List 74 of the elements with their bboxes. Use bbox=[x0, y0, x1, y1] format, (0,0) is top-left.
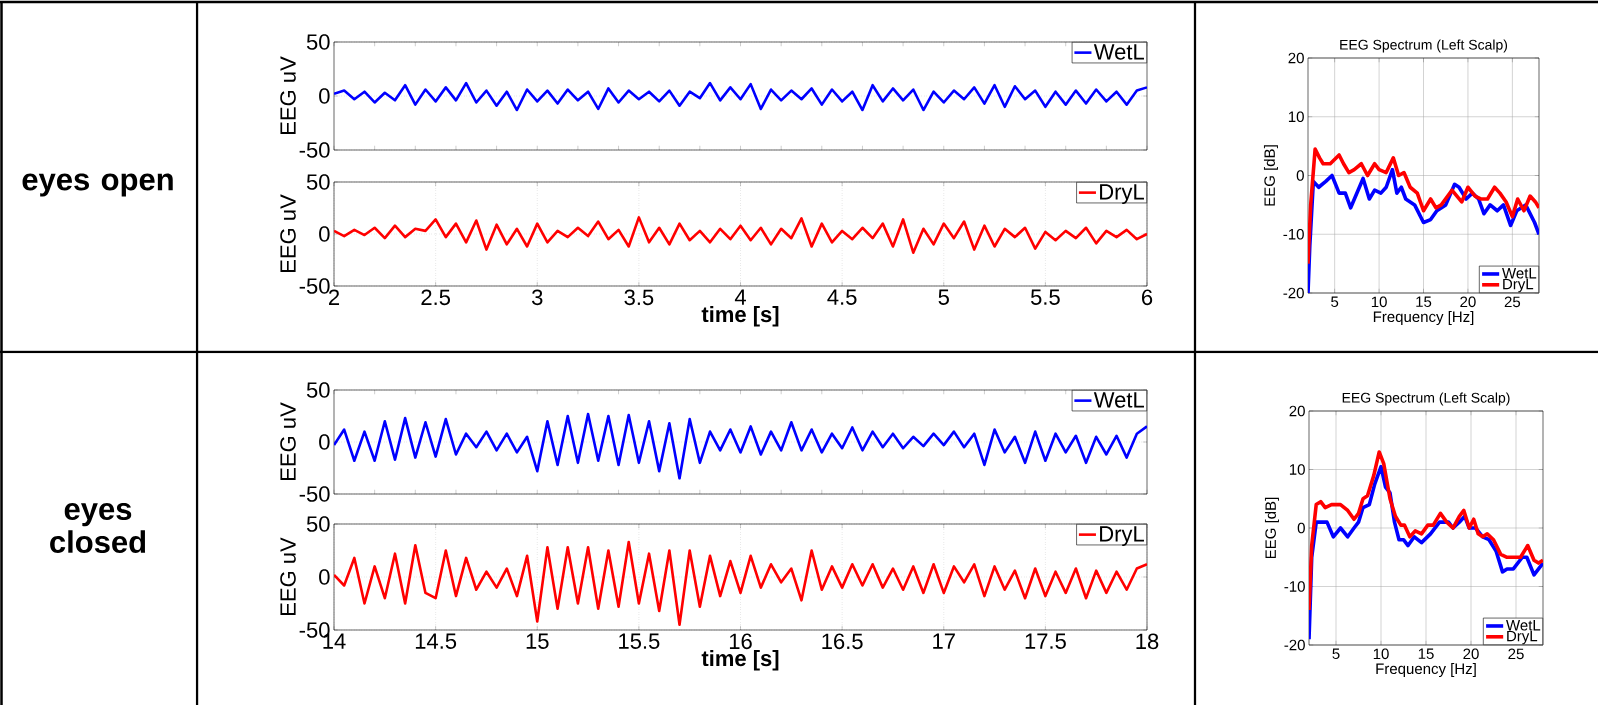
x-tick-label: 15 bbox=[526, 633, 549, 649]
x-tick-label: 5 bbox=[1332, 648, 1340, 659]
x-tick-label: 10 bbox=[1371, 296, 1387, 308]
x-tick-label: 16 bbox=[729, 633, 752, 650]
x-tick-label: 6 bbox=[1142, 289, 1153, 306]
x-tick-label: 4 bbox=[734, 289, 746, 305]
legend-label: DryL bbox=[1100, 526, 1144, 547]
x-tick-label: 16.5 bbox=[822, 633, 863, 650]
x-tick-label: 20 bbox=[1460, 296, 1476, 308]
y-tick-label: 20 bbox=[1289, 405, 1305, 417]
y-tick-label: 0 bbox=[1297, 522, 1305, 534]
text: eyes open bbox=[22, 173, 173, 197]
y-tick-label: 0 bbox=[319, 88, 330, 104]
legend-label: WetL bbox=[1502, 268, 1537, 279]
line-series bbox=[334, 216, 1148, 255]
y-tick-label: -20 bbox=[1283, 287, 1304, 299]
x-tick-label: 25 bbox=[1504, 296, 1521, 308]
y-axis-title: EEG uV bbox=[280, 402, 296, 480]
x-tick-label: 2 bbox=[329, 289, 340, 305]
legend-label: DryL bbox=[1507, 630, 1538, 645]
y-tick-label: -20 bbox=[1284, 639, 1305, 651]
x-axis-title: Frequency [Hz] bbox=[1373, 311, 1474, 325]
y-tick-label: -10 bbox=[1284, 581, 1305, 592]
x-tick-label: 10 bbox=[1373, 648, 1389, 660]
y-tick-label: 0 bbox=[319, 569, 330, 585]
legend-label: WetL bbox=[1093, 392, 1144, 408]
y-tick-label: -50 bbox=[299, 486, 330, 502]
x-tick-label: 20 bbox=[1463, 648, 1479, 660]
x-tick-label: 14.5 bbox=[415, 633, 457, 649]
x-tick-label: 15.5 bbox=[619, 633, 660, 649]
y-axis-title: EEG uV bbox=[280, 194, 296, 272]
y-axis-title: EEG [dB] bbox=[1263, 145, 1278, 206]
y-tick-label: 10 bbox=[1288, 111, 1304, 123]
y-tick-label: 0 bbox=[319, 434, 330, 450]
y-tick-label: -50 bbox=[299, 278, 330, 294]
y-tick-label: 50 bbox=[306, 34, 330, 50]
x-tick-label: 4.5 bbox=[827, 289, 857, 305]
x-tick-label: 5.5 bbox=[1030, 289, 1060, 305]
x-tick-label: 5 bbox=[938, 289, 949, 305]
legend-label: WetL bbox=[1506, 620, 1541, 631]
y-tick-label: 50 bbox=[306, 516, 330, 532]
y-tick-label: 50 bbox=[306, 174, 330, 190]
x-tick-label: 18 bbox=[1136, 633, 1159, 650]
y-axis-title: EEG uV bbox=[280, 537, 296, 615]
x-tick-label: 17 bbox=[933, 633, 955, 649]
x-tick-label: 2.5 bbox=[421, 289, 450, 306]
y-tick-label: -50 bbox=[299, 142, 330, 158]
chart-title: EEG Spectrum (Left Scalp) bbox=[1340, 39, 1508, 53]
legend-label: DryL bbox=[1100, 184, 1144, 205]
x-axis-title: time [s] bbox=[701, 305, 779, 327]
y-tick-label: 50 bbox=[306, 382, 330, 398]
y-tick-label: 0 bbox=[1296, 170, 1304, 181]
x-tick-label: 5 bbox=[1331, 296, 1339, 307]
line-series bbox=[1308, 147, 1540, 266]
legend-label: WetL bbox=[1093, 44, 1144, 60]
x-tick-label: 3.5 bbox=[624, 289, 654, 306]
x-tick-label: 15 bbox=[1418, 648, 1434, 659]
y-tick-label: 20 bbox=[1288, 52, 1304, 64]
y-axis-title: EEG [dB] bbox=[1264, 497, 1279, 559]
y-tick-label: -10 bbox=[1283, 228, 1304, 240]
x-tick-label: 3 bbox=[531, 289, 543, 306]
line-series bbox=[334, 412, 1148, 480]
x-tick-label: 15 bbox=[1416, 296, 1432, 307]
x-tick-label: 17.5 bbox=[1025, 633, 1066, 649]
chart-title: EEG Spectrum (Left Scalp) bbox=[1342, 392, 1510, 406]
line-series bbox=[334, 81, 1148, 112]
x-axis-title: time [s] bbox=[701, 649, 779, 671]
x-axis-title: Frequency [Hz] bbox=[1376, 663, 1476, 677]
x-tick-label: 25 bbox=[1508, 648, 1524, 660]
y-axis-title: EEG uV bbox=[280, 56, 296, 134]
legend-label: DryL bbox=[1503, 278, 1534, 293]
y-tick-label: 0 bbox=[319, 226, 330, 242]
y-tick-label: 10 bbox=[1289, 464, 1305, 475]
text: eyes closed bbox=[50, 503, 146, 553]
